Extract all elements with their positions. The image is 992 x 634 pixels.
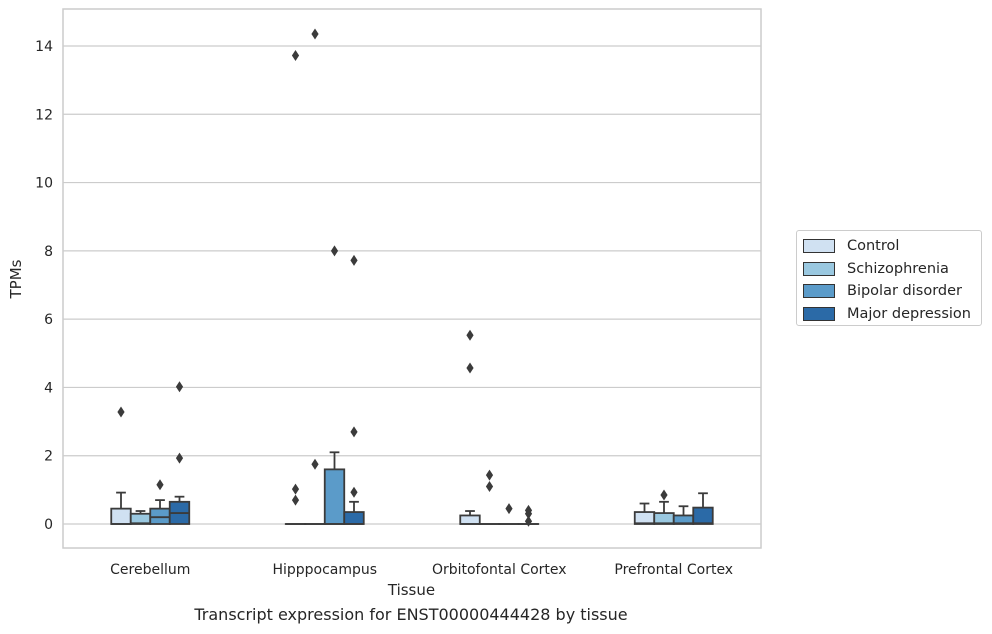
outlier-point	[311, 28, 319, 40]
outlier-point	[175, 381, 184, 393]
box-plots	[110, 28, 714, 527]
box-orbitofontal-cortex-schizophrenia	[478, 469, 501, 525]
box-body	[459, 514, 481, 525]
box-body	[110, 507, 132, 525]
outlier-point	[350, 426, 358, 438]
x-tick-label-orbitofontal-cortex: Orbitofontal Cortex	[432, 562, 567, 578]
x-tick-label-hipppocampus: Hipppocampus	[272, 562, 377, 578]
box-cerebellum-bipolar-disorder	[149, 479, 171, 525]
legend-label-control: Control	[847, 238, 900, 255]
box-body	[343, 511, 365, 525]
legend-item-bipolar-disorder: Bipolar disorder	[803, 280, 975, 303]
box-body	[692, 506, 714, 525]
outlier-point	[117, 406, 125, 418]
box-hipppocampus-bipolar-disorder	[323, 245, 346, 525]
legend-swatch-bipolar-disorder	[803, 284, 835, 299]
outlier-point	[505, 503, 513, 515]
y-tick-label: 12	[35, 107, 53, 123]
box-hipppocampus-schizophrenia	[304, 28, 326, 525]
legend-swatch-major-depression	[803, 306, 835, 321]
legend-swatch-schizophrenia	[803, 261, 835, 276]
box-prefrontal-cortex-bipolar-disorder	[672, 505, 695, 525]
gridlines	[63, 45, 761, 525]
box-prefrontal-cortex-major-depression	[692, 492, 714, 525]
outlier-point	[485, 480, 494, 492]
box-hipppocampus-control	[284, 50, 307, 525]
y-tick-label: 0	[44, 517, 53, 533]
y-tick-label: 2	[44, 449, 53, 465]
legend-swatch-control	[803, 239, 835, 254]
box-body	[653, 512, 675, 525]
outlier-point	[291, 50, 300, 62]
y-tick-label: 14	[35, 39, 53, 55]
box-cerebellum-schizophrenia	[129, 510, 152, 525]
outlier-point	[175, 452, 184, 464]
y-tick-label: 8	[44, 244, 53, 260]
outlier-point	[311, 458, 319, 470]
x-tick-label-cerebellum: Cerebellum	[110, 562, 190, 578]
box-cerebellum-control	[110, 406, 132, 525]
legend-label-bipolar-disorder: Bipolar disorder	[847, 283, 962, 300]
box-prefrontal-cortex-schizophrenia	[653, 489, 675, 525]
box-body	[323, 468, 346, 525]
box-hipppocampus-major-depression	[343, 254, 365, 525]
outlier-point	[485, 469, 494, 481]
outlier-point	[156, 479, 164, 491]
box-cerebellum-major-depression	[168, 381, 191, 525]
outlier-point	[524, 508, 533, 520]
y-tick-label: 10	[35, 176, 53, 192]
legend-label-major-depression: Major depression	[847, 305, 971, 322]
y-axis-label: TPMs	[7, 259, 25, 299]
box-orbitofontal-cortex-control	[459, 329, 481, 525]
outlier-point	[350, 486, 358, 498]
y-tick-labels: 0 2 4 6 8 10 12 14	[35, 39, 53, 533]
y-tick-label: 6	[44, 312, 53, 328]
chart-title: Transcript expression for ENST0000044442…	[194, 605, 628, 624]
box-orbitofontal-cortex-bipolar-disorder	[498, 503, 520, 525]
outlier-point	[350, 254, 358, 266]
outlier-point	[466, 362, 474, 374]
outlier-point	[291, 494, 300, 506]
x-axis-label: Tissue	[387, 581, 435, 599]
outlier-point	[330, 245, 339, 257]
outlier-point	[524, 515, 533, 527]
legend-item-major-depression: Major depression	[803, 303, 975, 326]
legend-item-schizophrenia: Schizophrenia	[803, 258, 975, 281]
legend-item-control: Control	[803, 235, 975, 258]
box-prefrontal-cortex-control	[633, 502, 656, 525]
x-tick-label-prefrontal-cortex: Prefrontal Cortex	[614, 562, 733, 578]
outlier-point	[291, 483, 300, 495]
box-orbitofontal-cortex-major-depression	[517, 504, 540, 527]
plot-area-frame	[62, 8, 762, 549]
legend: Control Schizophrenia Bipolar disorder M…	[796, 230, 982, 326]
box-body	[633, 511, 656, 525]
outlier-point	[660, 489, 668, 501]
legend-label-schizophrenia: Schizophrenia	[847, 260, 949, 277]
outlier-point	[466, 329, 474, 341]
y-tick-label: 4	[44, 380, 53, 396]
x-tick-labels: Cerebellum Hipppocampus Orbitofontal Corte…	[110, 562, 733, 578]
